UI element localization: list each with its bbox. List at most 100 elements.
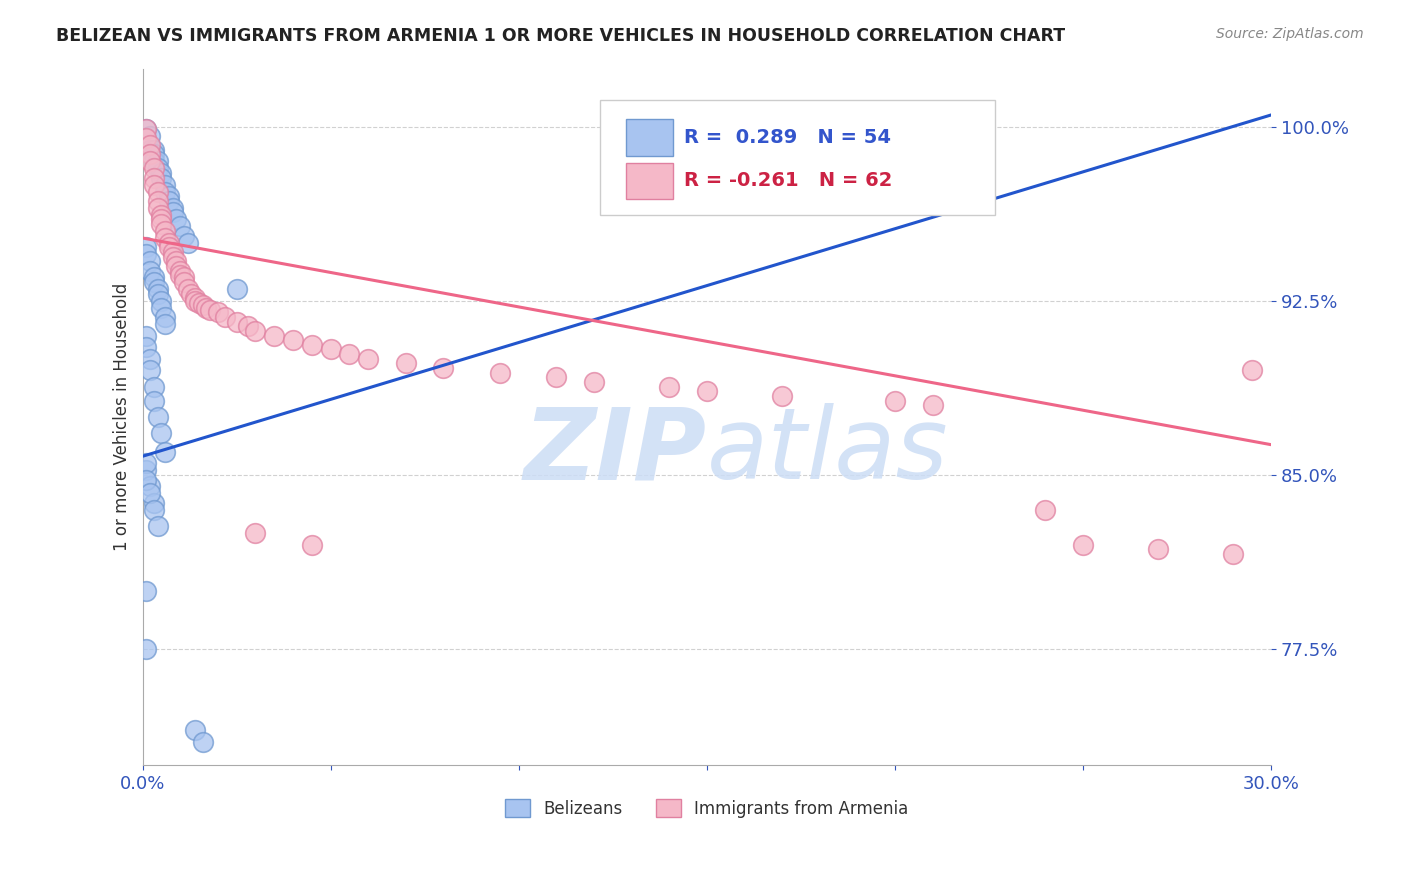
Point <box>135 584 157 599</box>
Point <box>139 254 162 268</box>
FancyBboxPatch shape <box>626 162 673 199</box>
Point <box>489 366 512 380</box>
Point <box>1241 363 1264 377</box>
Point <box>153 310 176 324</box>
FancyBboxPatch shape <box>626 120 673 155</box>
Point <box>142 154 165 169</box>
Point <box>153 178 176 192</box>
FancyBboxPatch shape <box>599 100 994 215</box>
Point <box>146 185 169 199</box>
Point <box>432 361 454 376</box>
Point <box>139 363 162 377</box>
Point <box>169 219 191 234</box>
Point <box>225 315 247 329</box>
Point <box>173 270 195 285</box>
Point <box>142 379 165 393</box>
Point <box>150 208 173 222</box>
Point <box>339 347 361 361</box>
Point <box>263 328 285 343</box>
Point <box>184 293 207 308</box>
Point <box>165 254 187 268</box>
Point <box>139 351 162 366</box>
Point <box>546 370 568 384</box>
Point <box>146 282 169 296</box>
Point <box>173 275 195 289</box>
Point <box>146 154 169 169</box>
Point <box>142 170 165 185</box>
Point <box>146 519 169 533</box>
Point <box>142 161 165 176</box>
Point <box>142 270 165 285</box>
Point <box>157 194 180 208</box>
Point <box>1071 537 1094 551</box>
Point <box>883 393 905 408</box>
Point <box>176 235 198 250</box>
Point <box>191 735 214 749</box>
Point <box>142 275 165 289</box>
Point <box>150 217 173 231</box>
Point <box>150 166 173 180</box>
Point <box>319 343 342 357</box>
Point <box>184 723 207 738</box>
Point <box>176 282 198 296</box>
Point <box>139 138 162 153</box>
Point <box>245 324 267 338</box>
Point <box>142 178 165 192</box>
Point <box>153 231 176 245</box>
Point <box>142 496 165 510</box>
Point <box>395 356 418 370</box>
Point <box>150 425 173 440</box>
Point <box>135 473 157 487</box>
Point <box>157 189 180 203</box>
Point <box>153 317 176 331</box>
Point <box>157 240 180 254</box>
Point <box>135 340 157 354</box>
Point <box>195 301 218 315</box>
Point <box>236 319 259 334</box>
Point <box>162 244 184 259</box>
Point <box>139 263 162 277</box>
Point <box>146 201 169 215</box>
Point <box>180 286 202 301</box>
Point <box>173 228 195 243</box>
Point <box>696 384 718 399</box>
Point <box>150 170 173 185</box>
Point <box>921 398 943 412</box>
Point <box>135 131 157 145</box>
Point <box>142 147 165 161</box>
Point <box>135 121 157 136</box>
Point <box>658 379 681 393</box>
Point <box>146 409 169 424</box>
Point <box>146 194 169 208</box>
Point <box>188 296 211 310</box>
Point <box>135 121 157 136</box>
Point <box>582 375 605 389</box>
Point <box>162 201 184 215</box>
Point <box>135 240 157 254</box>
Point <box>207 305 229 319</box>
Point <box>142 393 165 408</box>
Point <box>153 185 176 199</box>
Point <box>301 537 323 551</box>
Point <box>191 298 214 312</box>
Text: R = -0.261   N = 62: R = -0.261 N = 62 <box>685 171 893 190</box>
Point <box>169 263 191 277</box>
Point <box>135 247 157 261</box>
Point <box>1035 502 1057 516</box>
Point <box>135 642 157 657</box>
Point <box>245 525 267 540</box>
Point <box>150 293 173 308</box>
Point <box>135 456 157 470</box>
Point <box>301 338 323 352</box>
Point <box>142 143 165 157</box>
Point <box>150 212 173 227</box>
Point <box>165 259 187 273</box>
Text: atlas: atlas <box>707 403 949 500</box>
Point <box>214 310 236 324</box>
Point <box>357 351 380 366</box>
Text: Source: ZipAtlas.com: Source: ZipAtlas.com <box>1216 27 1364 41</box>
Point <box>1147 542 1170 557</box>
Point <box>162 250 184 264</box>
Point <box>1222 547 1244 561</box>
Point <box>153 444 176 458</box>
